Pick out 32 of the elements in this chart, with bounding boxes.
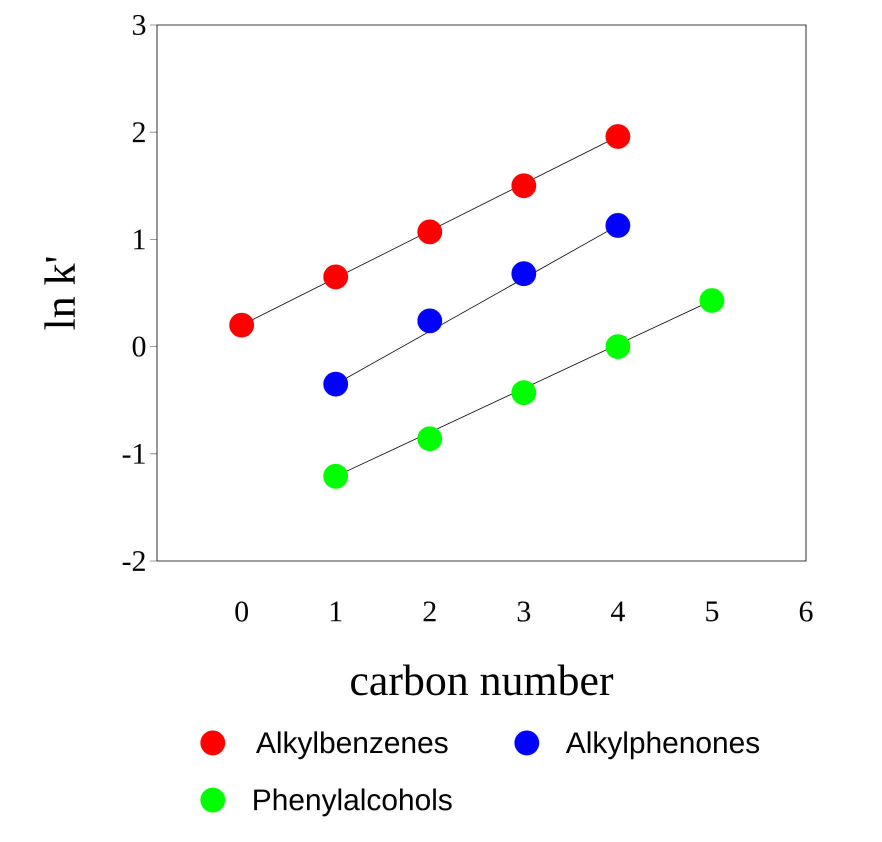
point xyxy=(323,464,348,489)
point xyxy=(229,312,254,338)
y-tick-label: 2 xyxy=(132,122,145,142)
point xyxy=(417,219,442,244)
y-axis-title: ln k' xyxy=(44,257,75,330)
legend-label: Alkylbenzenes xyxy=(256,731,448,760)
point xyxy=(511,261,536,286)
y-tick-label: 3 xyxy=(132,14,146,36)
x-tick-label: 1 xyxy=(330,602,342,622)
point xyxy=(323,372,348,397)
legend-label: Alkylphenones xyxy=(566,731,760,760)
y-tick-label: 0 xyxy=(132,336,146,357)
point xyxy=(605,213,630,238)
x-tick-label: 6 xyxy=(800,602,813,622)
point xyxy=(417,426,442,452)
x-tick-label: 0 xyxy=(235,602,248,622)
point xyxy=(511,173,536,198)
point xyxy=(417,308,442,334)
point xyxy=(605,334,630,359)
x-axis-title: carbon number xyxy=(351,664,614,696)
x-tick-label: 2 xyxy=(424,602,436,622)
point xyxy=(605,124,630,149)
y-tick-label: -1 xyxy=(122,444,145,464)
point xyxy=(323,264,348,290)
y-tick-label: -2 xyxy=(122,551,145,571)
x-tick-label: 3 xyxy=(518,602,530,622)
x-tick-label: 4 xyxy=(610,602,625,622)
point xyxy=(511,380,536,406)
point xyxy=(700,288,724,313)
x-tick-label: 5 xyxy=(706,602,718,622)
y-tick-label: 1 xyxy=(134,230,145,250)
legend-label: Phenylalcohols xyxy=(254,788,452,816)
